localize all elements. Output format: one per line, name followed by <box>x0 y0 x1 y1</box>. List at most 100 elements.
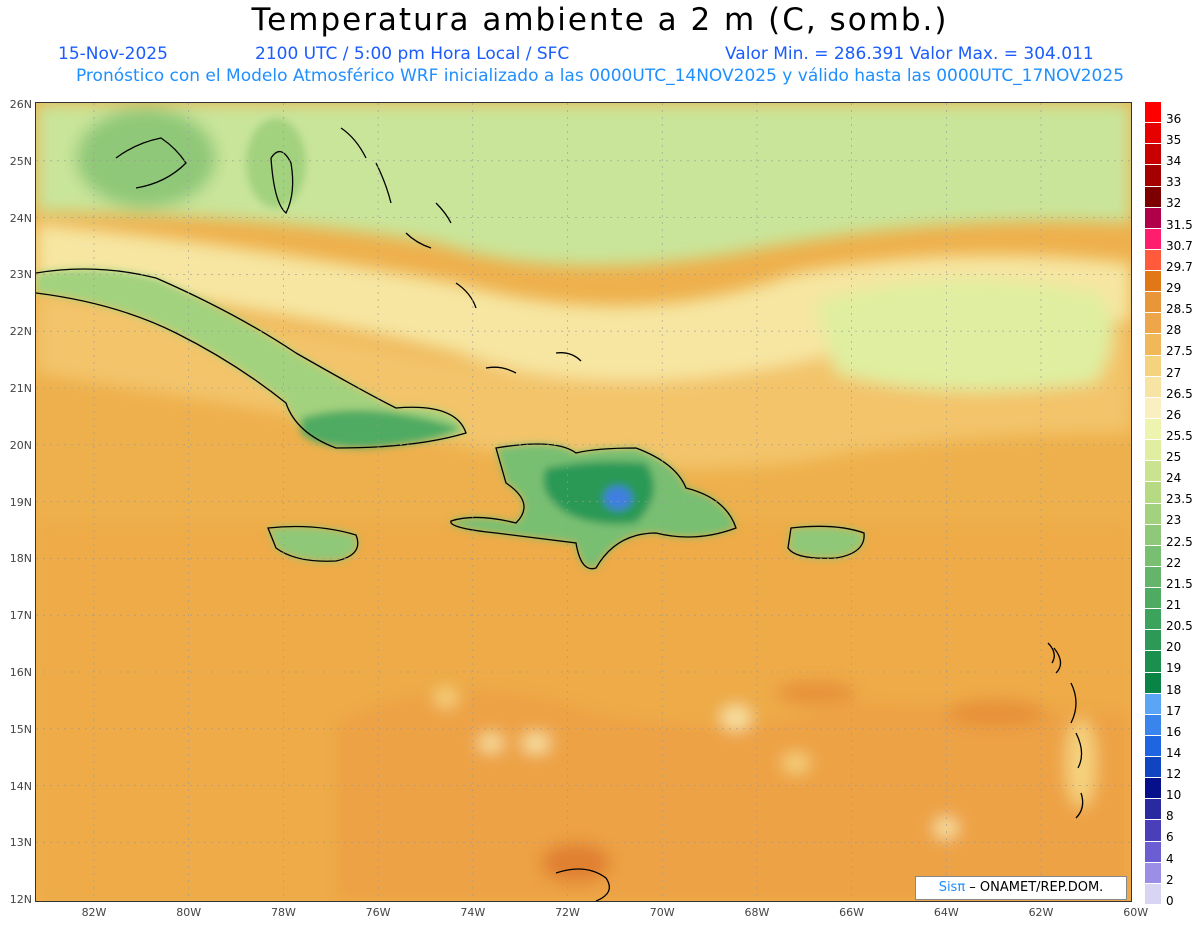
colorbar-swatch <box>1145 565 1161 588</box>
florida-coast <box>115 137 187 189</box>
colorbar-swatch <box>1145 396 1161 419</box>
colorbar-label: 4 <box>1166 851 1174 866</box>
colorbar-label: 23.5 <box>1166 492 1193 507</box>
colorbar-label: 23 <box>1166 513 1182 528</box>
colorbar-swatch <box>1145 248 1161 271</box>
forecast-info: Pronóstico con el Modelo Atmosférico WRF… <box>75 66 1125 86</box>
colorbar-swatch <box>1145 882 1161 905</box>
coastlines <box>36 127 1084 901</box>
credit-box: Sisπ – ONAMET/REP.DOM. <box>915 876 1127 900</box>
colorbar-label: 8 <box>1166 809 1174 824</box>
lat-tick-label: 20N <box>9 438 32 452</box>
jamaica-land <box>268 526 358 562</box>
min-max-values: Valor Min. = 286.391 Valor Max. = 304.01… <box>725 44 1094 64</box>
sispi-logo: Sisπ <box>938 880 966 895</box>
colorbar-label: 28.5 <box>1166 302 1193 317</box>
colorbar-label: 0 <box>1166 893 1174 908</box>
colorbar-label: 25.5 <box>1166 428 1193 443</box>
pale-cell <box>934 818 958 838</box>
pale-cell <box>782 753 810 773</box>
hispaniola-coast <box>450 443 737 570</box>
pale-cell <box>522 733 550 753</box>
lat-tick-label: 19N <box>9 495 32 509</box>
colorbar-label: 19 <box>1166 661 1182 676</box>
colorbar-swatch <box>1145 608 1161 630</box>
colorbar-label: 22 <box>1166 555 1182 570</box>
colorbar-swatch <box>1145 291 1161 313</box>
colorbar-swatch <box>1145 587 1161 609</box>
lat-tick-label: 23N <box>9 268 32 282</box>
colorbar-label: 21.5 <box>1166 576 1193 591</box>
colorbar-label: 10 <box>1166 788 1182 803</box>
lat-tick-label: 16N <box>9 666 32 679</box>
florida-green <box>76 108 216 208</box>
colorbar-label: 31.5 <box>1166 217 1193 232</box>
colorbar-label: 25 <box>1166 450 1182 465</box>
colorbar-swatch <box>1145 629 1161 651</box>
turks-caicos-coast <box>485 352 582 374</box>
lon-tick-label: 60W <box>1123 906 1149 919</box>
colorbar-label: 30.7 <box>1166 238 1193 253</box>
lon-tick-label: 82W <box>81 906 107 919</box>
colorbar-label: 29 <box>1166 281 1182 295</box>
east-green-patch <box>816 280 1114 391</box>
lat-tick-label: 22N <box>9 325 32 339</box>
colorbar-swatch <box>1145 861 1161 884</box>
colorbar-swatch <box>1145 143 1161 165</box>
colorbar-label: 34 <box>1166 154 1182 169</box>
pale-cell <box>721 706 751 730</box>
lat-tick-label: 12N <box>9 893 32 907</box>
lon-tick-label: 66W <box>839 906 865 919</box>
lat-tick-label: 13N <box>9 836 32 850</box>
colorbar-label: 35 <box>1166 133 1182 148</box>
colorbar-swatch <box>1145 354 1161 377</box>
colorbar-label: 27.5 <box>1166 344 1193 359</box>
colorbar-swatch <box>1145 523 1161 546</box>
lon-tick-label: 64W <box>933 906 959 919</box>
jamaica-coast <box>267 525 359 562</box>
colorbar-swatch <box>1145 270 1161 292</box>
colorbar-label: 14 <box>1166 745 1182 760</box>
colorbar-label: 26.5 <box>1166 386 1193 401</box>
orange-hot-spot <box>776 681 856 705</box>
colorbar-swatch <box>1145 819 1161 842</box>
colorbar-swatch <box>1145 185 1161 208</box>
cuba-coast <box>36 268 467 449</box>
colorbar-swatch <box>1145 164 1161 187</box>
colorbar-swatch <box>1145 734 1161 757</box>
bahamas-coast <box>340 127 477 309</box>
colorbar-label: 16 <box>1166 724 1182 739</box>
colorbar-label: 20.5 <box>1166 619 1193 634</box>
cuba-east-green <box>301 410 461 448</box>
valid-date: 15-Nov-2025 <box>58 44 168 64</box>
temperature-map <box>35 102 1132 902</box>
valid-time: 2100 UTC / 5:00 pm Hora Local / SFC <box>255 44 570 64</box>
colorbar-swatch <box>1145 312 1161 334</box>
pale-cell <box>479 734 503 752</box>
lon-tick-label: 76W <box>365 906 391 919</box>
colorbar-swatch <box>1145 439 1161 461</box>
colorbar-label: 26 <box>1166 407 1182 422</box>
colorbar-label: 28 <box>1166 323 1182 338</box>
bahamas-green <box>246 118 306 208</box>
credit-text: – ONAMET/REP.DOM. <box>965 880 1104 895</box>
graticule <box>36 103 1131 901</box>
map-canvas <box>36 103 1131 901</box>
lat-tick-label: 18N <box>9 552 32 566</box>
colorbar-swatch <box>1145 650 1161 673</box>
colorbar-label: 29.7 <box>1166 259 1193 274</box>
colorbar-swatch <box>1145 417 1161 440</box>
lat-tick-label: 15N <box>9 722 32 736</box>
colorbar-swatch <box>1145 122 1161 144</box>
lat-tick-label: 14N <box>9 779 32 793</box>
colorbar-swatch <box>1145 460 1161 482</box>
colorbar-label: 32 <box>1166 196 1182 211</box>
colorbar-label: 17 <box>1166 703 1182 718</box>
lon-tick-label: 70W <box>649 906 675 919</box>
andros-coast <box>270 151 294 215</box>
hispaniola-mountains <box>543 461 654 525</box>
lat-tick-label: 24N <box>9 211 32 225</box>
orange-hot-spot <box>946 699 1046 727</box>
temperature-colorbar <box>1145 101 1161 905</box>
puerto-rico-land <box>788 526 865 559</box>
